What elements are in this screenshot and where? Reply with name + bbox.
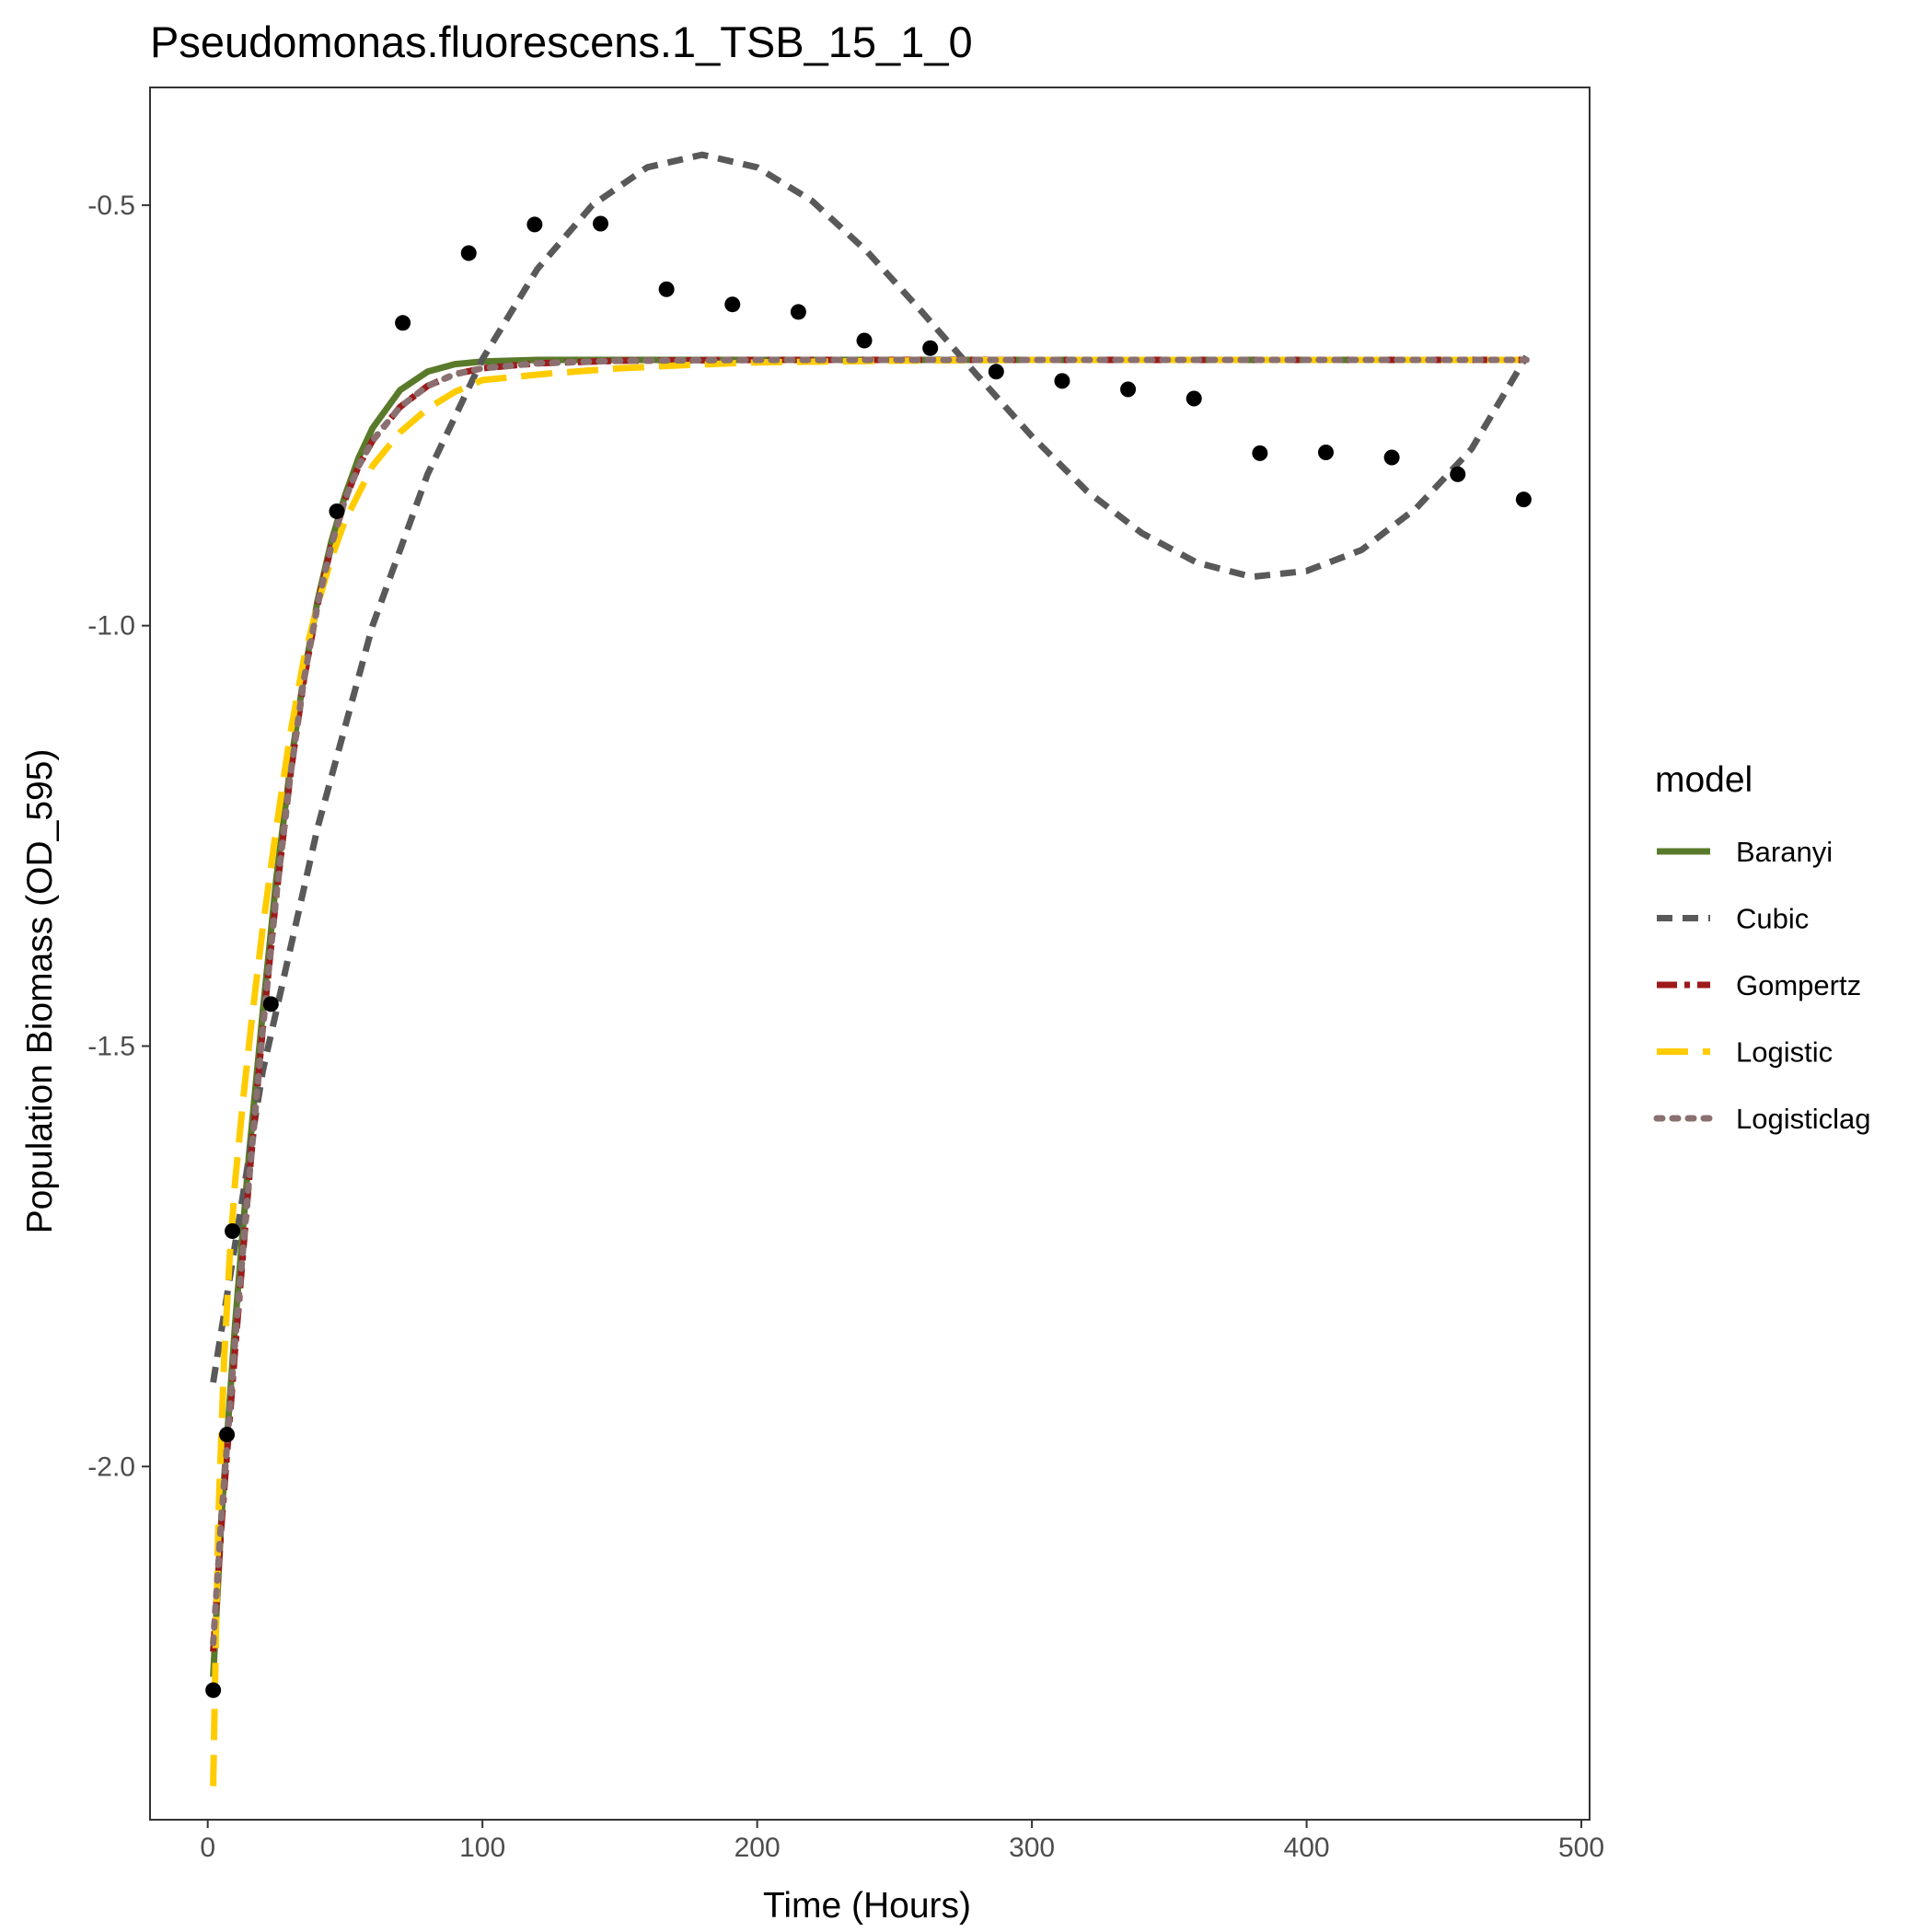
data-point xyxy=(1317,444,1334,460)
series-lines xyxy=(210,151,1530,1787)
series-line-logisticlag xyxy=(210,356,1530,1647)
data-point xyxy=(1450,466,1466,482)
x-tick-label: 0 xyxy=(200,1833,215,1863)
data-point xyxy=(460,245,477,261)
data-point xyxy=(988,364,1004,380)
data-point xyxy=(1252,445,1268,461)
data-point xyxy=(526,216,543,233)
data-point xyxy=(329,503,345,519)
data-point xyxy=(724,296,741,313)
legend: model Baranyi Cubic Gompertz Logistic Logist… xyxy=(1653,760,1870,1135)
y-tick-label: -2.0 xyxy=(87,1452,135,1482)
legend-label-cubic: Cubic xyxy=(1736,903,1809,935)
data-point xyxy=(395,315,411,331)
y-axis-title: Population Biomass (OD_595) xyxy=(20,749,60,1234)
y-tick-label: -1.0 xyxy=(87,611,135,642)
data-point xyxy=(856,332,873,349)
plot-border xyxy=(149,87,1591,1821)
data-point xyxy=(225,1222,241,1239)
data-point xyxy=(205,1682,222,1698)
x-axis-title: Time (Hours) xyxy=(763,1886,971,1926)
data-point xyxy=(1515,492,1532,508)
data-point xyxy=(1186,390,1202,407)
x-axis: 0 100 200 300 400 500 xyxy=(200,1820,1604,1863)
x-tick-label: 400 xyxy=(1284,1833,1330,1863)
legend-label-logistic: Logistic xyxy=(1736,1036,1833,1069)
x-tick-label: 500 xyxy=(1558,1833,1604,1863)
x-tick-label: 300 xyxy=(1009,1833,1055,1863)
data-point xyxy=(1383,449,1400,466)
chart-title: Pseudomonas.fluorescens.1_TSB_15_1_0 xyxy=(150,17,973,66)
y-tick-label: -1.5 xyxy=(87,1031,135,1061)
data-point xyxy=(1054,373,1070,389)
legend-title: model xyxy=(1655,760,1753,800)
data-point xyxy=(262,996,279,1012)
plot-area xyxy=(149,87,1591,1821)
legend-label-baranyi: Baranyi xyxy=(1736,836,1833,868)
data-points xyxy=(205,215,1532,1698)
data-point xyxy=(592,215,608,232)
data-point xyxy=(790,304,806,320)
data-point xyxy=(219,1427,236,1443)
legend-label-gompertz: Gompertz xyxy=(1736,969,1861,1001)
data-point xyxy=(922,340,939,356)
data-point xyxy=(658,281,675,297)
x-tick-label: 100 xyxy=(459,1833,505,1863)
legend-label-logisticlag: Logisticlag xyxy=(1736,1103,1870,1135)
series-line-cubic xyxy=(210,151,1530,1383)
y-tick-label: -0.5 xyxy=(87,191,135,221)
x-tick-label: 200 xyxy=(735,1833,781,1863)
data-point xyxy=(1120,381,1137,398)
y-axis: -2.0 -1.5 -1.0 -0.5 xyxy=(87,191,150,1482)
